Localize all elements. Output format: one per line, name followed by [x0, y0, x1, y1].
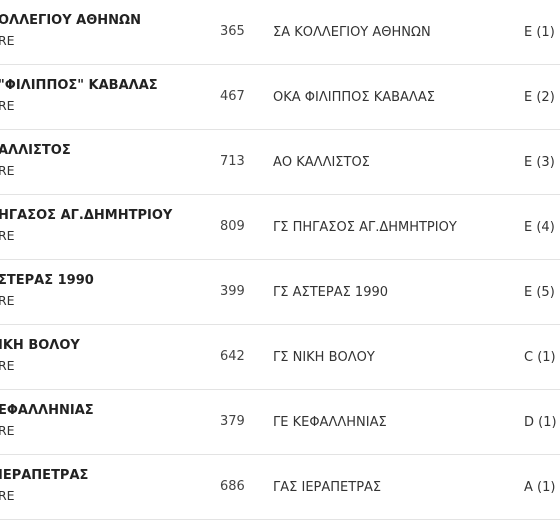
team-number: 399 [220, 284, 245, 299]
team-subtitle: RE [0, 423, 15, 438]
team-number: 686 [220, 479, 245, 494]
table-row[interactable]: ΗΓΑΣΟΣ ΑΓ.ΔΗΜΗΤΡΙΟΥ RE 809 ΓΣ ΠΗΓΑΣΟΣ ΑΓ… [0, 195, 560, 260]
team-number: 642 [220, 349, 245, 364]
club-name: ΓΑΣ ΙΕΡΑΠΕΤΡΑΣ [273, 480, 382, 495]
team-number: 379 [220, 414, 245, 429]
category-rank: E (5) [524, 285, 555, 300]
team-number: 713 [220, 154, 245, 169]
team-name: ΟΛΛΕΓΙΟΥ ΑΘΗΝΩΝ [0, 13, 141, 28]
table-row[interactable]: ΙΚΗ ΒΟΛΟΥ RE 642 ΓΣ ΝΙΚΗ ΒΟΛΟΥ C (1) [0, 325, 560, 390]
table-row[interactable]: ΣΤΕΡΑΣ 1990 RE 399 ΓΣ ΑΣΤΕΡΑΣ 1990 E (5) [0, 260, 560, 325]
team-name: ΑΛΛΙΣΤΟΣ [0, 143, 71, 158]
table-row[interactable]: ΙΕΡΑΠΕΤΡΑΣ RE 686 ΓΑΣ ΙΕΡΑΠΕΤΡΑΣ A (1) [0, 455, 560, 520]
team-number: 809 [220, 219, 245, 234]
table-row[interactable]: ΑΛΛΙΣΤΟΣ RE 713 ΑΟ ΚΑΛΛΙΣΤΟΣ E (3) [0, 130, 560, 195]
team-subtitle: RE [0, 358, 15, 373]
table-row[interactable]: ΟΛΛΕΓΙΟΥ ΑΘΗΝΩΝ RE 365 ΣΑ ΚΟΛΛΕΓΙΟΥ ΑΘΗΝ… [0, 0, 560, 65]
category-rank: E (2) [524, 90, 555, 105]
category-rank: C (1) [524, 350, 556, 365]
team-name: ΗΓΑΣΟΣ ΑΓ.ΔΗΜΗΤΡΙΟΥ [0, 208, 173, 223]
team-subtitle: RE [0, 98, 15, 113]
club-name: ΓΕ ΚΕΦΑΛΛΗΝΙΑΣ [273, 415, 387, 430]
category-rank: A (1) [524, 480, 556, 495]
table-row[interactable]: ΕΦΑΛΛΗΝΙΑΣ RE 379 ΓΕ ΚΕΦΑΛΛΗΝΙΑΣ D (1) [0, 390, 560, 455]
table-row[interactable]: "ΦΙΛΙΠΠΟΣ" ΚΑΒΑΛΑΣ RE 467 ΟΚΑ ΦΙΛΙΠΠΟΣ Κ… [0, 65, 560, 130]
team-name: ΙΚΗ ΒΟΛΟΥ [0, 338, 80, 353]
team-name: ΙΕΡΑΠΕΤΡΑΣ [0, 468, 89, 483]
category-rank: D (1) [524, 415, 557, 430]
team-name: "ΦΙΛΙΠΠΟΣ" ΚΑΒΑΛΑΣ [0, 78, 158, 93]
club-name: ΑΟ ΚΑΛΛΙΣΤΟΣ [273, 155, 370, 170]
team-subtitle: RE [0, 488, 15, 503]
club-name: ΓΣ ΑΣΤΕΡΑΣ 1990 [273, 285, 389, 300]
team-subtitle: RE [0, 293, 15, 308]
team-subtitle: RE [0, 33, 15, 48]
category-rank: E (1) [524, 25, 555, 40]
club-name: ΓΣ ΝΙΚΗ ΒΟΛΟΥ [273, 350, 375, 365]
club-name: ΟΚΑ ΦΙΛΙΠΠΟΣ ΚΑΒΑΛΑΣ [273, 90, 435, 105]
team-number: 467 [220, 89, 245, 104]
team-name: ΣΤΕΡΑΣ 1990 [0, 273, 94, 288]
category-rank: E (4) [524, 220, 555, 235]
club-name: ΣΑ ΚΟΛΛΕΓΙΟΥ ΑΘΗΝΩΝ [273, 25, 431, 40]
team-number: 365 [220, 24, 245, 39]
team-subtitle: RE [0, 163, 15, 178]
category-rank: E (3) [524, 155, 555, 170]
team-subtitle: RE [0, 228, 15, 243]
club-name: ΓΣ ΠΗΓΑΣΟΣ ΑΓ.ΔΗΜΗΤΡΙΟΥ [273, 220, 457, 235]
team-name: ΕΦΑΛΛΗΝΙΑΣ [0, 403, 94, 418]
